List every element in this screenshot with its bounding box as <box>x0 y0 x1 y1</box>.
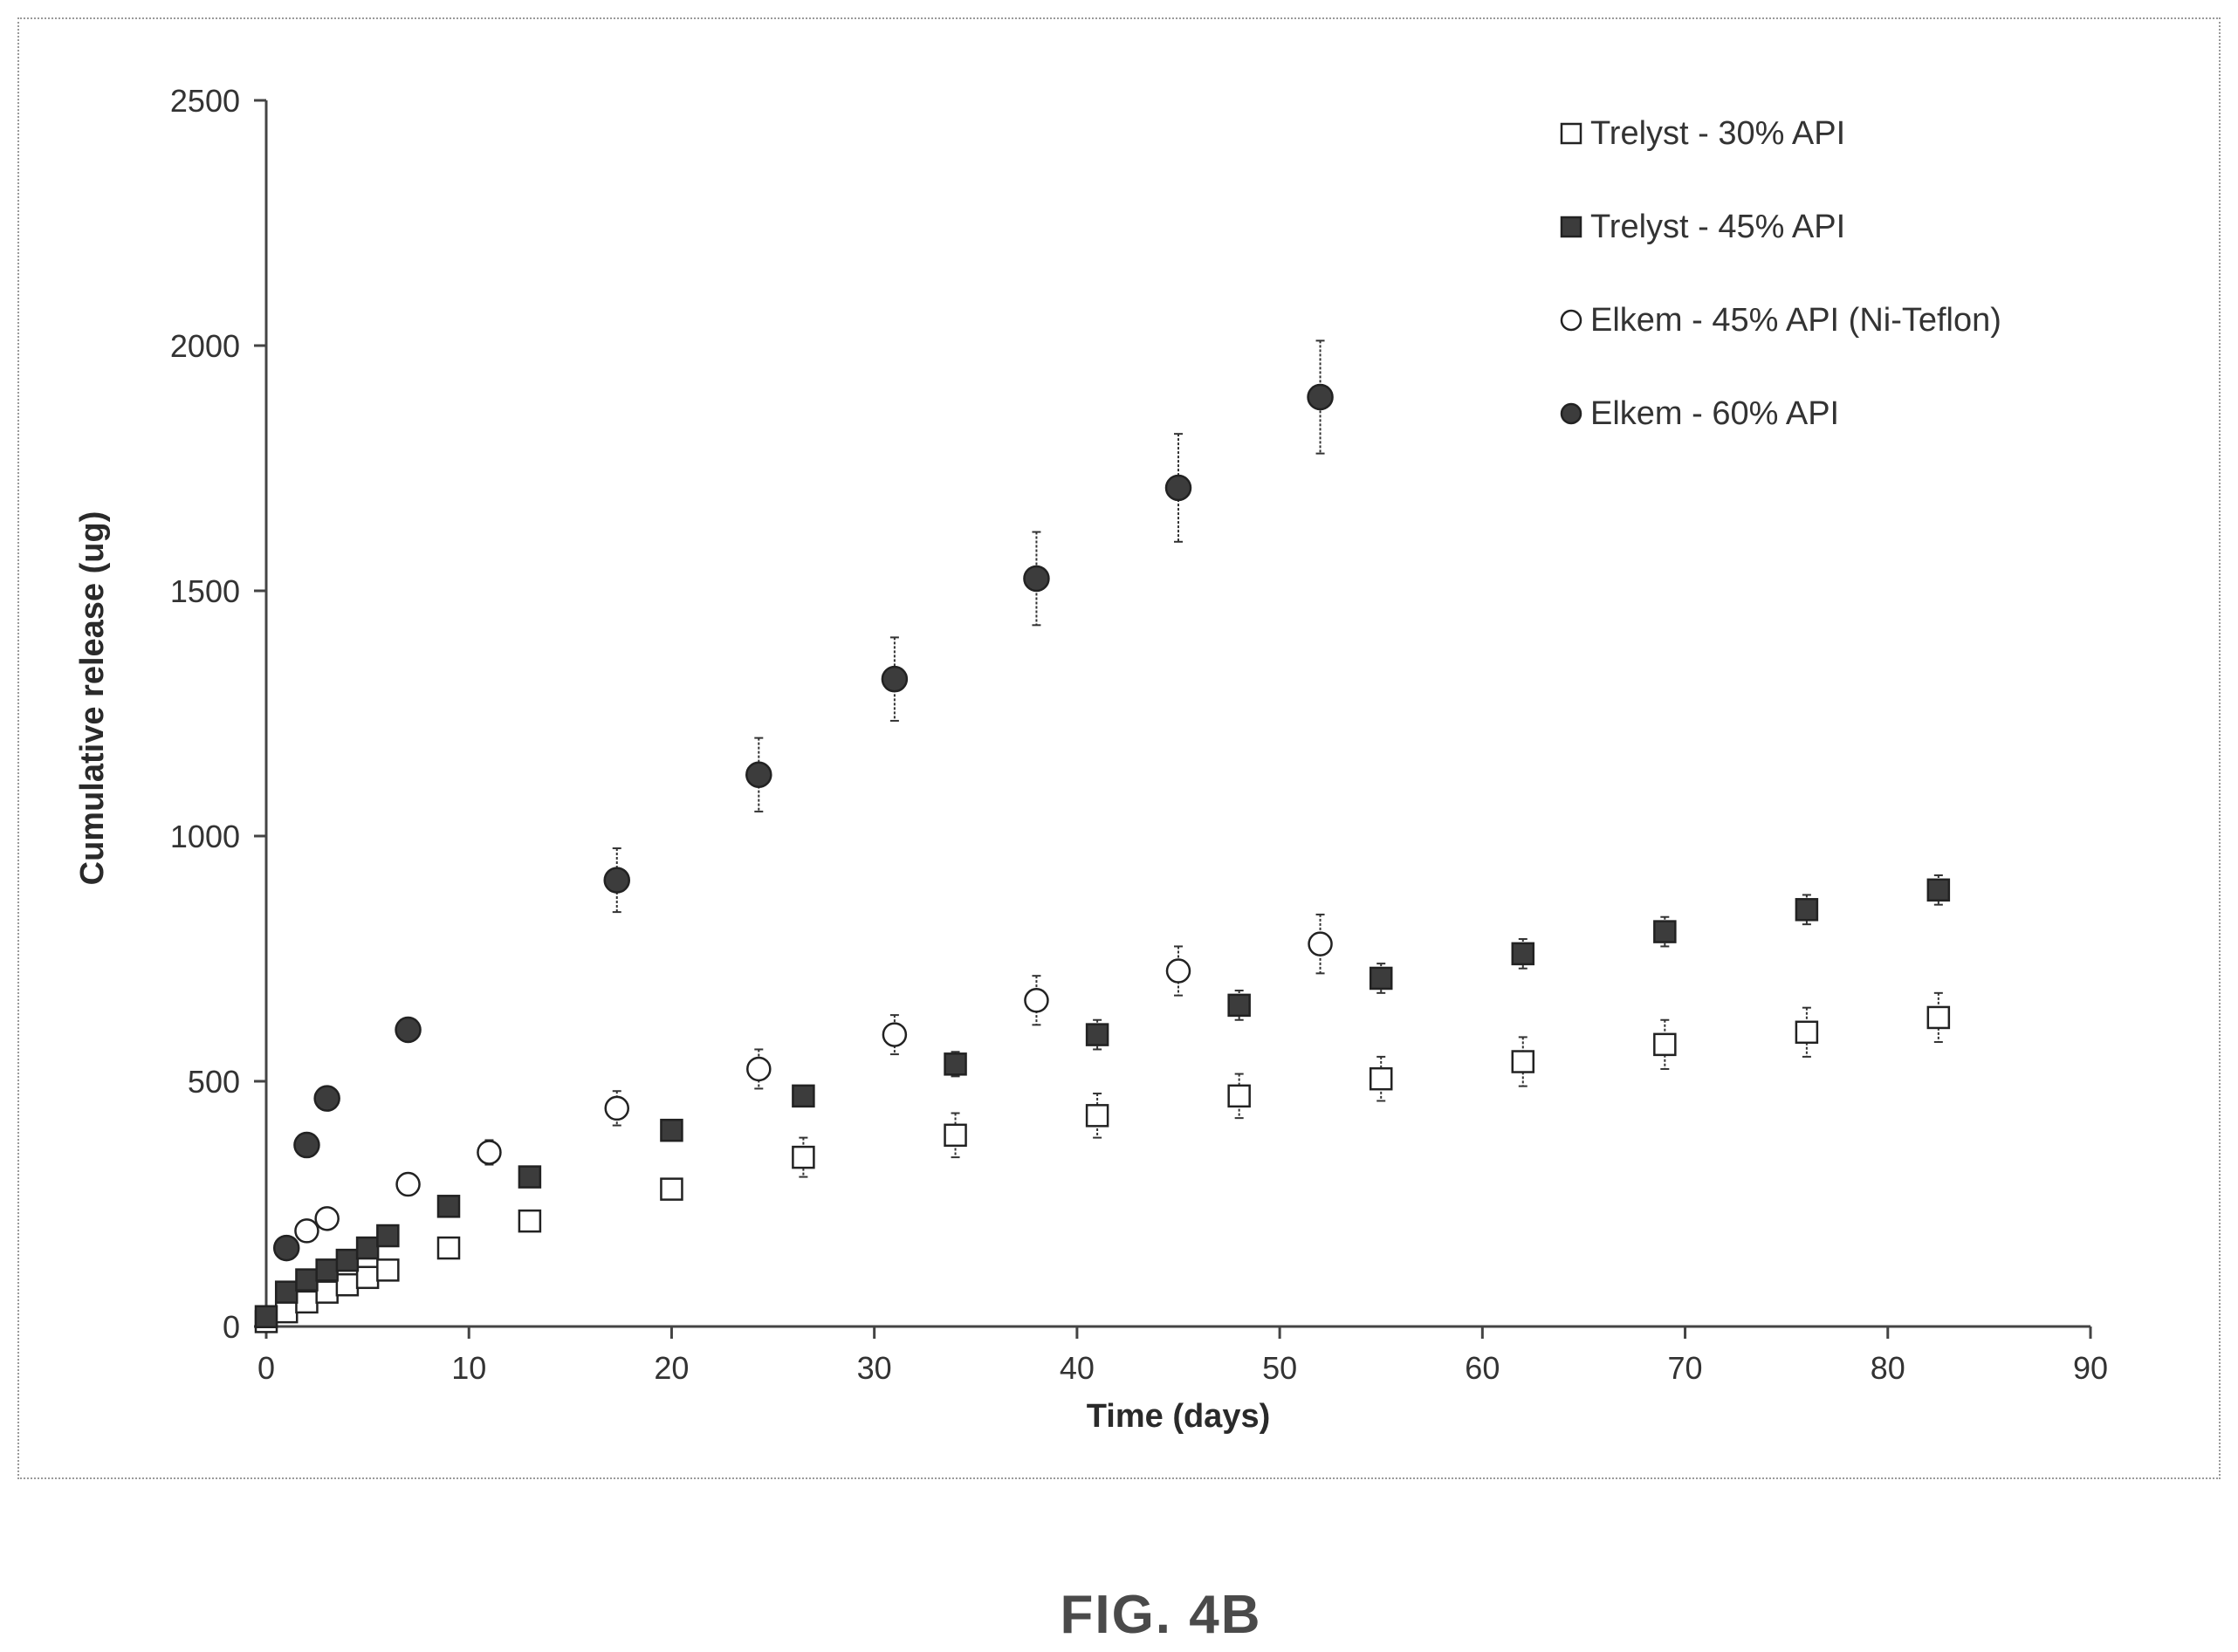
data-point-series-3 <box>395 1171 421 1197</box>
data-point-series-2 <box>376 1224 400 1248</box>
data-point-series-4 <box>881 665 909 693</box>
legend-label-2: Trelyst - 45% API <box>1590 209 1845 245</box>
legend-label-1: Trelyst - 30% API <box>1590 115 1845 152</box>
data-point-series-3 <box>604 1095 629 1121</box>
data-point-series-1 <box>376 1258 400 1282</box>
x-tick-label: 0 <box>257 1350 275 1386</box>
y-tick-label: 2500 <box>170 83 240 119</box>
data-point-series-2 <box>315 1258 339 1282</box>
data-point-series-3 <box>1165 958 1191 984</box>
error-bars <box>262 339 1943 1326</box>
data-point-series-2 <box>660 1118 683 1142</box>
data-point-series-2 <box>792 1084 815 1108</box>
y-tick-label: 0 <box>223 1309 240 1345</box>
axes: 0 10 20 30 40 50 60 70 80 90 0 500 1000 1500 2000 2500 <box>170 83 2108 1386</box>
data-point-series-4 <box>293 1131 320 1159</box>
data-point-series-1 <box>1926 1005 1951 1030</box>
x-tick-label: 30 <box>857 1350 892 1386</box>
data-point-series-1 <box>1369 1066 1393 1091</box>
data-point-series-3 <box>294 1218 319 1244</box>
y-axis-title: Cumulative release (ug) <box>74 511 111 886</box>
x-tick-label: 70 <box>1668 1350 1703 1386</box>
data-point-series-4 <box>1164 474 1192 502</box>
data-point-series-4 <box>272 1234 300 1262</box>
data-point-series-1 <box>436 1236 461 1260</box>
data-point-series-1 <box>315 1280 339 1304</box>
x-axis-title: Time (days) <box>1087 1398 1270 1435</box>
data-point-series-1 <box>1511 1050 1535 1073</box>
data-point-series-2 <box>1369 966 1393 991</box>
x-tick-label: 40 <box>1060 1350 1095 1386</box>
data-point-series-2 <box>1926 878 1951 902</box>
data-point-series-1 <box>355 1265 380 1290</box>
data-point-series-1 <box>1795 1020 1819 1045</box>
data-point-series-2 <box>274 1280 299 1304</box>
data-point-series-2 <box>436 1195 461 1218</box>
x-tick-label: 90 <box>2073 1350 2108 1386</box>
y-tick-label: 1500 <box>170 573 240 609</box>
figure-caption: FIG. 4B <box>1060 1585 1262 1645</box>
data-point-series-1 <box>295 1290 319 1314</box>
legend-label-4: Elkem - 60% API <box>1590 395 1839 432</box>
data-point-series-2 <box>295 1268 319 1292</box>
legend-label-3: Elkem - 45% API (Ni-Teflon) <box>1590 302 2001 339</box>
legend-marker-1 <box>1560 122 1582 145</box>
data-point-series-2 <box>254 1305 278 1329</box>
legend-marker-4 <box>1560 402 1582 425</box>
data-point-series-2 <box>1795 898 1819 922</box>
x-tick-label: 60 <box>1465 1350 1500 1386</box>
data-point-series-2 <box>1227 993 1251 1018</box>
legend-marker-2 <box>1560 216 1582 238</box>
legend-marker-3 <box>1560 309 1582 332</box>
x-tick-label: 20 <box>654 1350 689 1386</box>
data-point-series-1 <box>335 1272 360 1297</box>
x-tick-label: 10 <box>451 1350 486 1386</box>
x-tick-label: 50 <box>1262 1350 1297 1386</box>
data-point-series-3 <box>1308 931 1333 956</box>
data-point-series-3 <box>1024 988 1049 1013</box>
data-point-series-2 <box>1653 920 1677 943</box>
y-tick-label: 2000 <box>170 328 240 364</box>
data-point-series-3 <box>477 1140 502 1165</box>
data-point-series-1 <box>944 1123 967 1148</box>
data-point-series-3 <box>882 1022 908 1047</box>
data-point-series-2 <box>944 1052 967 1076</box>
data-point-series-4 <box>745 761 772 788</box>
data-point-series-4 <box>603 867 630 894</box>
data-point-series-3 <box>314 1206 340 1231</box>
data-point-series-4 <box>1307 383 1334 411</box>
data-point-series-4 <box>313 1085 340 1112</box>
data-point-series-1 <box>1085 1104 1109 1128</box>
data-point-series-2 <box>1085 1023 1109 1046</box>
data-point-series-4 <box>395 1016 422 1044</box>
data-point-series-2 <box>335 1248 360 1272</box>
data-point-series-2 <box>518 1165 542 1189</box>
figure-frame <box>17 17 2221 1479</box>
data-point-series-2 <box>355 1236 380 1260</box>
data-point-series-1 <box>518 1209 542 1233</box>
data-markers <box>254 383 1951 1333</box>
data-point-series-2 <box>1511 942 1535 966</box>
data-point-series-1 <box>274 1299 299 1324</box>
legend: Trelyst - 30% API Trelyst - 45% API Elkem … <box>1560 115 2001 432</box>
data-point-series-3 <box>746 1056 772 1082</box>
x-tick-label: 80 <box>1871 1350 1905 1386</box>
data-point-series-4 <box>1023 565 1050 593</box>
release-chart: 0 10 20 30 40 50 60 70 80 9005001000150020002500 … <box>74 83 2108 1435</box>
data-point-series-1 <box>660 1177 683 1201</box>
data-point-series-1 <box>1653 1032 1677 1057</box>
y-tick-label: 1000 <box>170 819 240 854</box>
data-point-series-1 <box>792 1145 815 1169</box>
y-tick-label: 500 <box>188 1064 240 1100</box>
data-point-series-1 <box>1227 1084 1251 1108</box>
